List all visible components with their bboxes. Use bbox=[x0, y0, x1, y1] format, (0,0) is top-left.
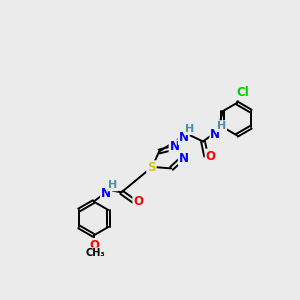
Text: CH₃: CH₃ bbox=[85, 248, 105, 258]
Text: H: H bbox=[185, 124, 195, 134]
Text: Cl: Cl bbox=[237, 86, 249, 100]
Text: N: N bbox=[210, 128, 220, 141]
Text: N: N bbox=[169, 140, 179, 153]
Text: H: H bbox=[217, 121, 226, 131]
Text: S: S bbox=[147, 161, 156, 174]
Text: N: N bbox=[179, 152, 189, 165]
Text: O: O bbox=[89, 239, 100, 252]
Text: N: N bbox=[101, 187, 111, 200]
Text: O: O bbox=[206, 150, 216, 163]
Text: N: N bbox=[179, 131, 189, 144]
Text: O: O bbox=[134, 195, 143, 208]
Text: H: H bbox=[108, 180, 118, 190]
